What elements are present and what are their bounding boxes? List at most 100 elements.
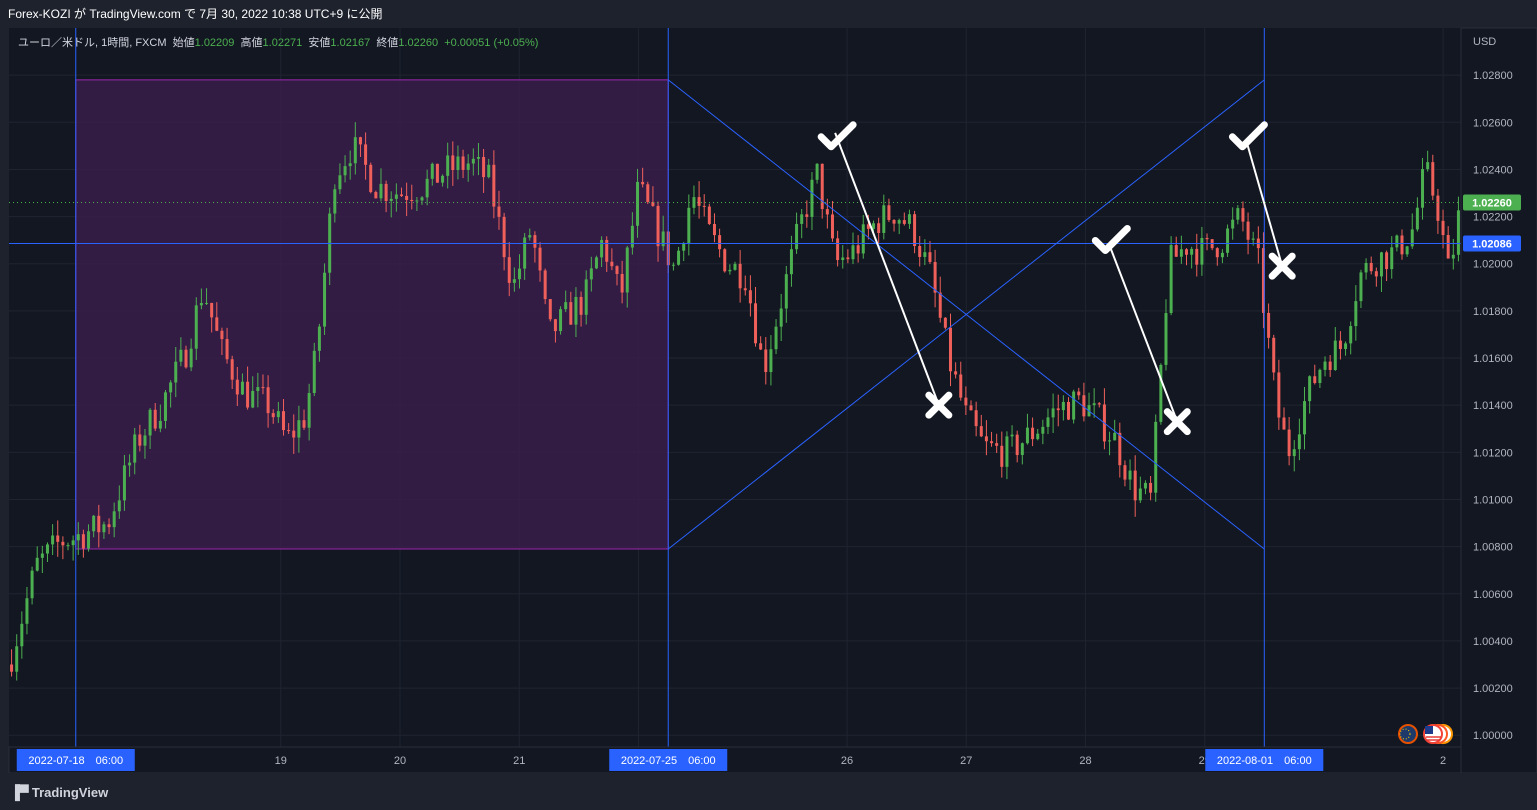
time-axis[interactable]: 192021222627282922022-07-18 06:002022-07…	[8, 746, 1462, 774]
candle-body	[456, 156, 460, 171]
candle-body	[117, 500, 121, 512]
candle-body	[1097, 403, 1101, 405]
currency-label: USD	[1473, 36, 1496, 48]
candle-body	[410, 199, 414, 202]
candle-body	[1241, 208, 1245, 222]
candle-body	[1395, 235, 1399, 248]
publish-text: Forex-KOZI が TradingView.com で 7月 30, 20…	[8, 7, 383, 21]
candle-body	[887, 205, 891, 220]
candle-body	[1282, 417, 1286, 430]
candle-body	[902, 220, 906, 224]
time-tick-label: 2	[1440, 755, 1446, 767]
time-tick-label: 19	[275, 755, 287, 767]
time-tag-label: 2022-08-01 06:00	[1217, 755, 1312, 767]
candle-body	[220, 330, 224, 340]
candle-body	[215, 317, 219, 331]
price-axis[interactable]: USD 1.02800 1.02600 1.02400 1.02200 1.02000 1…	[1460, 27, 1537, 774]
ohlc-legend: ユーロ／米ドル, 1時間, FXCM 始値1.02209 高値1.02271 安…	[18, 34, 538, 50]
candle-body	[25, 598, 29, 624]
candle-body	[384, 183, 388, 201]
open-label: 始値	[172, 37, 195, 49]
time-tick-label: 27	[960, 755, 972, 767]
candle-body	[697, 197, 701, 206]
candle-body	[369, 164, 373, 193]
candle-body	[133, 434, 137, 463]
candle-body	[1051, 408, 1055, 418]
candle-body	[723, 249, 727, 272]
candle-body	[466, 163, 470, 170]
candle-body	[769, 349, 773, 373]
candle-body	[1308, 376, 1312, 402]
candle-body	[1190, 248, 1194, 255]
price-tick-label: 1.00200	[1473, 683, 1513, 695]
candle-body	[235, 379, 239, 395]
candle-body	[476, 156, 480, 159]
candle-body	[1323, 361, 1327, 370]
candle-body	[1261, 248, 1265, 313]
candle-body	[1226, 228, 1230, 253]
candle-body	[323, 272, 327, 327]
tradingview-logo-icon: ▐▀	[10, 784, 29, 800]
candle-body	[1159, 364, 1163, 422]
time-tag	[609, 749, 728, 771]
candle-body	[948, 327, 952, 372]
check-mark-icon	[1091, 225, 1131, 255]
candle-body	[364, 144, 368, 165]
eu-flag-icon[interactable]	[1398, 724, 1418, 744]
candle-body	[256, 387, 260, 391]
candle-body	[774, 326, 778, 350]
economic-events[interactable]	[1398, 724, 1453, 744]
candle-body	[928, 252, 932, 262]
price-tick-label: 1.02400	[1473, 164, 1513, 176]
candle-body	[959, 374, 963, 398]
candle-body	[718, 235, 722, 250]
candle-body	[230, 359, 234, 380]
candle-body	[1066, 401, 1070, 420]
candle-body	[1385, 252, 1389, 270]
candle-body	[492, 164, 496, 207]
candle-body	[759, 343, 763, 350]
candle-body	[435, 163, 439, 183]
candle-body	[820, 163, 824, 210]
candle-body	[846, 257, 850, 260]
candle-body	[512, 279, 516, 283]
time-tick-label: 28	[1079, 755, 1091, 767]
candle-body	[1133, 470, 1137, 501]
candle-body	[969, 405, 973, 411]
candle-body	[425, 178, 429, 198]
candle-body	[71, 540, 75, 546]
candle-body	[954, 371, 958, 375]
candle-body	[1113, 432, 1117, 441]
candle-body	[358, 137, 362, 145]
candle-body	[620, 273, 624, 293]
candle-body	[1015, 434, 1019, 456]
candle-body	[661, 231, 665, 247]
candle-body	[918, 246, 922, 257]
candle-body	[559, 309, 563, 332]
drawings-layer	[9, 28, 1461, 747]
time-tag-label: 2022-07-18 06:00	[28, 755, 123, 767]
candle-body	[415, 200, 419, 202]
candle-body	[830, 214, 834, 239]
check-mark-icon	[817, 121, 857, 151]
tradingview-logo[interactable]: ▐▀ TradingView	[10, 784, 108, 800]
candle-body	[51, 535, 55, 545]
candle-body	[784, 274, 788, 309]
candle-body	[1338, 340, 1342, 350]
candle-body	[636, 181, 640, 226]
candle-body	[584, 279, 588, 315]
candle-body	[979, 426, 983, 437]
candle-body	[1154, 421, 1158, 493]
crosshair-price-tag	[1463, 235, 1521, 252]
cross-mark-icon	[925, 391, 953, 419]
candle-body	[81, 534, 85, 549]
candle-body	[1031, 427, 1035, 440]
candle-body	[707, 206, 711, 224]
candle-body	[189, 348, 193, 368]
candle-body	[1421, 169, 1425, 208]
candle-body	[1164, 313, 1168, 365]
candle-body	[1118, 432, 1122, 466]
time-tag	[1205, 749, 1324, 771]
tradingview-brand: TradingView	[31, 784, 109, 800]
